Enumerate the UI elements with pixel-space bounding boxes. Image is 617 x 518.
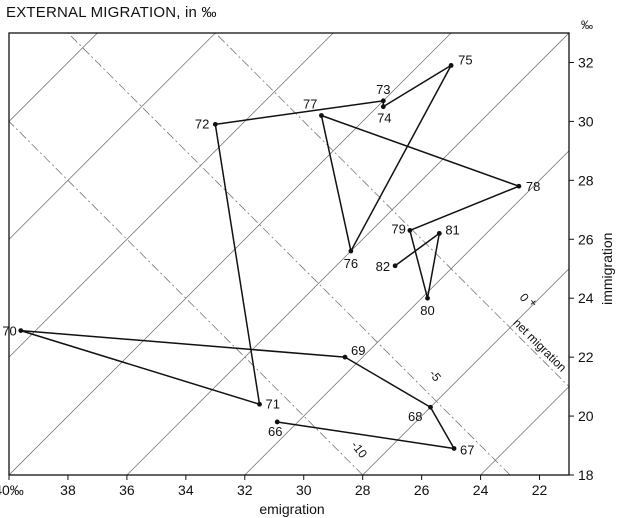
- trajectory-line: [20, 64, 520, 450]
- data-label: 82: [376, 259, 390, 274]
- x-tick-label: 34: [178, 482, 194, 498]
- net-migration-labels: 0-5-10+net migration: [348, 291, 569, 461]
- plot-frame: [8, 32, 570, 476]
- x-tick-label: 30: [296, 482, 312, 498]
- x-tick-label: 22: [532, 482, 548, 498]
- data-point: [425, 295, 430, 301]
- data-point: [448, 63, 454, 68]
- data-point: [257, 401, 262, 407]
- data-label: 67: [460, 442, 474, 457]
- y-tick-label: 30: [578, 113, 594, 129]
- diagonal-guide-line: [9, 33, 98, 122]
- data-point: [392, 263, 398, 269]
- y-axis-label: immigration: [599, 233, 615, 305]
- y-tick-label: 32: [578, 54, 594, 70]
- net-migration-lines: [9, 33, 569, 475]
- diagonal-guide-line: [9, 33, 334, 358]
- y-tick-label: 24: [578, 290, 594, 306]
- y-tick-label: 18: [578, 467, 594, 483]
- data-label: 75: [458, 52, 472, 67]
- x-tick-label: 40‰: [0, 482, 24, 498]
- data-label: 78: [526, 179, 540, 194]
- data-point: [212, 121, 218, 127]
- data-label: 77: [303, 97, 317, 112]
- data-point: [436, 230, 442, 236]
- net-migration-line: [215, 33, 569, 388]
- x-tick-label: 32: [237, 482, 253, 498]
- data-label: 69: [351, 343, 365, 358]
- net-migration-value-label: -10: [348, 438, 370, 461]
- y-unit-label: ‰: [581, 18, 593, 32]
- net-migration-line: [9, 120, 363, 475]
- chart-title: EXTERNAL MIGRATION, in ‰: [6, 4, 217, 21]
- data-label: 76: [344, 256, 358, 271]
- data-label: 73: [376, 82, 390, 97]
- data-point: [342, 354, 348, 360]
- data-point: [516, 183, 522, 189]
- diagonal-guide-line: [480, 386, 569, 475]
- data-point: [428, 404, 433, 410]
- data-point: [451, 446, 457, 451]
- data-point: [380, 98, 386, 104]
- x-tick-label: 36: [119, 482, 135, 498]
- y-tick-label: 28: [578, 172, 594, 188]
- data-label: 81: [445, 222, 459, 237]
- data-point: [380, 104, 386, 110]
- data-label: 79: [391, 221, 405, 236]
- migration-trajectory: [20, 64, 520, 450]
- diagonal-guide-line: [9, 33, 452, 475]
- data-label: 68: [408, 409, 422, 424]
- data-point: [319, 113, 324, 118]
- x-axis-label: emigration: [259, 501, 324, 517]
- x-tick-label: 28: [355, 482, 371, 498]
- net-migration-line: [67, 33, 511, 475]
- data-label: 80: [420, 303, 434, 318]
- diagonal-guide-line: [9, 33, 216, 240]
- data-point: [274, 419, 280, 425]
- net-migration-value-label: -5: [426, 367, 444, 384]
- data-point: [348, 248, 354, 254]
- data-label: 72: [195, 116, 209, 131]
- data-label: 74: [377, 111, 391, 126]
- data-points: 66 67 68 69 70 71 72 73 74 75 76 77 78 79 80 81 82: [2, 52, 540, 457]
- data-point: [407, 228, 413, 233]
- net-migration-axis-label: net migration: [510, 316, 569, 375]
- y-tick-label: 22: [578, 349, 594, 365]
- data-point: [18, 328, 24, 334]
- diagonal-guide-line: [244, 150, 569, 475]
- y-tick-label: 26: [578, 231, 594, 247]
- x-tick-label: 38: [60, 482, 76, 498]
- axes: 40‰ 38 36 34 32 30 28 26 24 22 18 20 22 24 26 28 30 32 emi…: [0, 18, 615, 517]
- data-label: 66: [268, 424, 282, 439]
- diagonal-guide-line: [126, 33, 569, 475]
- x-tick-label: 26: [414, 482, 430, 498]
- data-label: 71: [266, 396, 280, 411]
- data-label: 70: [2, 324, 16, 339]
- y-tick-label: 20: [578, 408, 594, 424]
- x-tick-label: 24: [473, 482, 489, 498]
